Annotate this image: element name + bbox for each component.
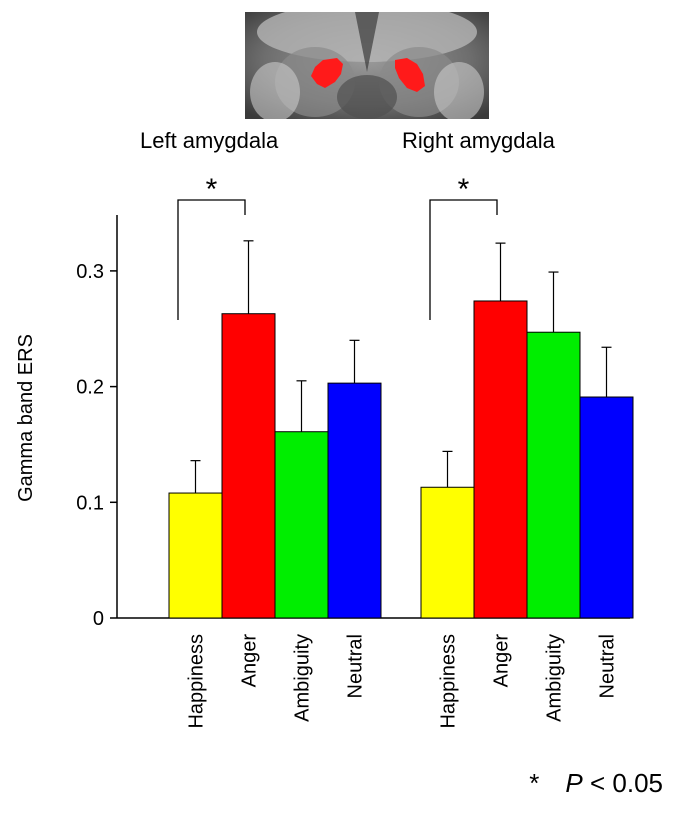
bar-ambiguity	[274, 431, 329, 619]
category-label: Neutral	[597, 634, 619, 698]
bar-anger	[221, 313, 276, 619]
significance-footnote: * P < 0.05	[529, 768, 663, 799]
right-amygdala-roi	[395, 58, 425, 92]
significance-bracket	[177, 199, 246, 320]
category-label: Ambiguity	[292, 634, 314, 722]
bar-neutral	[579, 396, 634, 619]
footnote-star: *	[529, 768, 540, 798]
significance-bracket	[429, 199, 498, 320]
bar-happiness	[168, 492, 223, 619]
right-amygdala-title: Right amygdala	[402, 128, 555, 153]
category-label: Ambiguity	[544, 634, 566, 722]
category-label: Happiness	[186, 634, 208, 729]
y-axis-label: Gamma band ERS	[15, 334, 37, 502]
brain-mri-image	[245, 12, 489, 119]
y-tick-label: 0.2	[76, 377, 104, 399]
bar-anger	[473, 300, 528, 619]
significance-star: *	[458, 173, 470, 206]
y-tick-label: 0.1	[76, 492, 104, 514]
significance-star: *	[206, 173, 218, 206]
bar-happiness	[420, 486, 475, 619]
category-label: Happiness	[438, 634, 460, 729]
left-amygdala-title: Left amygdala	[140, 128, 279, 153]
bar-neutral	[327, 382, 382, 619]
footnote-p: P	[565, 768, 583, 798]
y-tick-label: 0.3	[76, 261, 104, 283]
footnote-threshold: < 0.05	[582, 768, 663, 798]
category-label: Anger	[239, 634, 261, 688]
bar-ambiguity	[526, 331, 581, 619]
left-amygdala-roi	[311, 58, 343, 88]
category-label: Neutral	[345, 634, 367, 698]
y-tick-label: 0	[93, 608, 104, 630]
category-label: Anger	[491, 634, 513, 688]
